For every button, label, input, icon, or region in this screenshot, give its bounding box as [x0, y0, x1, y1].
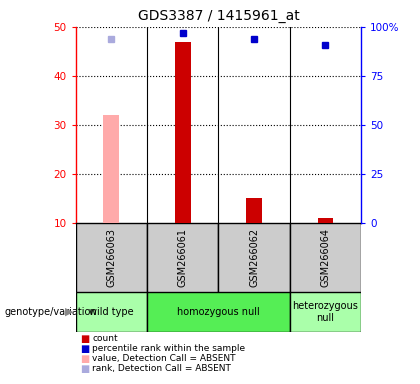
Text: GSM266062: GSM266062	[249, 228, 259, 287]
Title: GDS3387 / 1415961_at: GDS3387 / 1415961_at	[137, 9, 299, 23]
Text: homozygous null: homozygous null	[177, 307, 260, 317]
Bar	[318, 218, 333, 223]
Text: heterozygous
null: heterozygous null	[293, 301, 358, 323]
Bar	[246, 198, 262, 223]
Text: ■: ■	[80, 364, 89, 374]
Bar	[147, 292, 290, 332]
Text: wild type: wild type	[89, 307, 134, 317]
Text: rank, Detection Call = ABSENT: rank, Detection Call = ABSENT	[92, 364, 231, 373]
Bar	[175, 41, 191, 223]
Text: GSM266064: GSM266064	[320, 228, 331, 287]
Text: ■: ■	[80, 334, 89, 344]
Bar	[147, 223, 218, 292]
Bar	[76, 223, 147, 292]
Bar	[103, 115, 119, 223]
Text: count: count	[92, 334, 118, 343]
Text: value, Detection Call = ABSENT: value, Detection Call = ABSENT	[92, 354, 236, 363]
Bar	[290, 223, 361, 292]
Text: GSM266061: GSM266061	[178, 228, 188, 287]
Bar	[290, 292, 361, 332]
Text: genotype/variation: genotype/variation	[4, 307, 97, 317]
Text: GSM266063: GSM266063	[106, 228, 116, 287]
Bar	[218, 223, 290, 292]
Bar	[76, 292, 147, 332]
Text: ■: ■	[80, 354, 89, 364]
Text: ▶: ▶	[65, 307, 73, 317]
Text: percentile rank within the sample: percentile rank within the sample	[92, 344, 246, 353]
Text: ■: ■	[80, 344, 89, 354]
